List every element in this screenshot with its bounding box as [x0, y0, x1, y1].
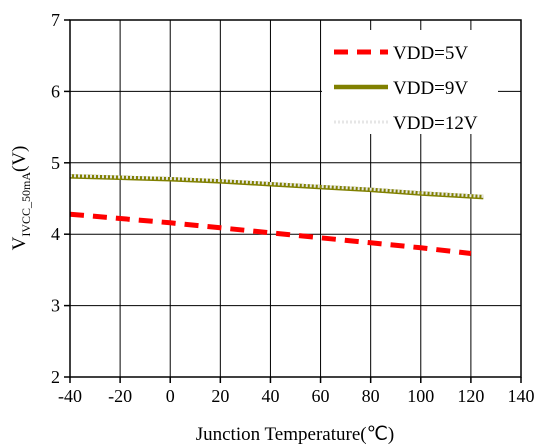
y-tick-label: 3 — [51, 296, 60, 316]
series-line-1 — [69, 211, 472, 256]
plot-frame — [69, 19, 522, 378]
x-tick-label: 140 — [508, 386, 535, 406]
y-axis-title: VIVCC_50mA(V) — [9, 146, 33, 251]
x-tick-label: 60 — [312, 386, 330, 406]
ticks: -40 -20 0 20 40 60 80 100 120 140 2 3 4 5 6 7 — [51, 10, 535, 406]
x-tick-label: 0 — [166, 386, 175, 406]
x-tick-label: 80 — [362, 386, 380, 406]
y-axis-title-main: V — [9, 236, 30, 250]
legend-box — [322, 30, 498, 134]
x-tick-label: 120 — [457, 386, 484, 406]
x-tick-label: -20 — [108, 386, 132, 406]
y-axis-title-subscript: IVCC_50mA — [19, 172, 33, 237]
series-layer — [69, 174, 484, 256]
legend-label-2: VDD=9V — [393, 78, 468, 99]
legend: VDD=5V VDD=9V VDD=12V — [322, 30, 498, 134]
y-tick-label: 2 — [51, 367, 60, 387]
y-tick-label: 5 — [51, 153, 60, 173]
y-tick-label: 7 — [51, 10, 60, 30]
y-axis-title-suffix: (V) — [9, 146, 30, 172]
x-tick-label: -40 — [58, 386, 82, 406]
x-tick-label: 40 — [261, 386, 279, 406]
y-tick-label: 4 — [51, 224, 60, 244]
x-tick-label: 20 — [211, 386, 229, 406]
x-axis-title: Junction Temperature(℃) — [196, 424, 395, 445]
x-tick-label: 100 — [407, 386, 434, 406]
series-line-3 — [69, 174, 484, 198]
y-tick-label: 6 — [51, 81, 60, 101]
legend-label-3: VDD=12V — [393, 113, 478, 134]
legend-label-1: VDD=5V — [393, 43, 468, 64]
